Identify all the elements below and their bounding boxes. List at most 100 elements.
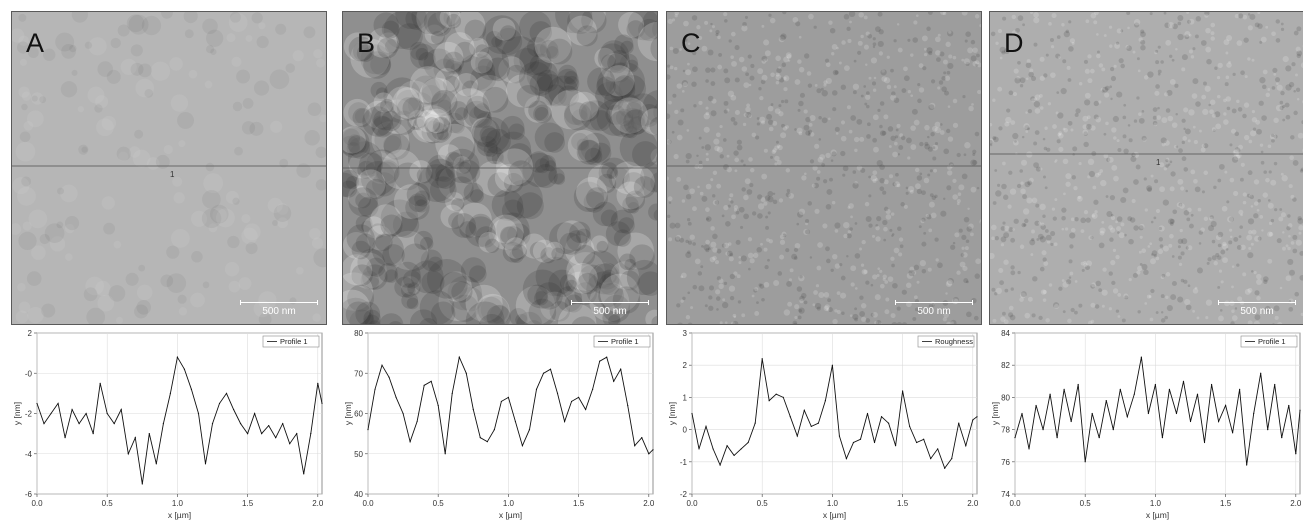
profile-data-point [85,412,87,415]
scale-bar-label: 500 nm [1240,306,1274,317]
profile-data-point [500,400,502,403]
profile-data-point [493,429,495,431]
profile-data-point [268,424,270,427]
profile-data-point [458,356,460,358]
profile-data-point [1091,412,1093,415]
profile-data-point [549,368,552,370]
profile-data-point [1056,437,1058,439]
x-axis-title: x [µm] [823,510,846,520]
profile-data-point [831,364,833,366]
profile-data-point [1042,429,1044,431]
profile-data-point [1210,383,1213,386]
profile-data-point [388,376,390,378]
profile-data-point [1246,464,1248,466]
panel-b: B 500 nm 80 70 60 50 40 0.0 0.5 1.0 1.5 2.0 x [µm] y … [342,0,658,529]
legend-box [262,335,320,348]
profile-data-point [36,402,38,405]
profile-data-point [1049,393,1051,395]
profile-data-point [592,388,594,390]
scale-bar-line [571,302,649,303]
panel-letter: B [357,28,376,58]
profile-data-point [423,384,425,386]
profile-data-point [845,457,848,460]
profile-data-point [246,433,249,435]
scale-bar-cap [1218,300,1219,305]
x-tick-label: 1.5 [897,499,909,508]
profile-data-point [606,356,608,358]
x-tick-label: 0.5 [102,499,114,508]
profile-data-point [451,392,453,394]
profile-data-point [275,437,277,439]
profile-data-point [1274,383,1276,386]
y-tick-label: 2 [28,329,33,338]
afm-surface-texture: 1 [12,12,326,324]
profile-data-point [57,402,59,405]
profile-data-point [176,356,178,358]
profile-data-point [1253,412,1255,415]
profile-data-point [873,441,876,444]
profile-data-point [1140,356,1142,358]
profile-data-point [838,435,841,437]
scale-bar: 500 nm [571,300,649,318]
afm-image: 1 D 500 nm [989,11,1303,325]
profile-data-point [1154,383,1156,386]
profile-data-point [599,360,601,362]
x-tick-label: 0.5 [1080,499,1092,508]
profile-data-point [570,400,573,403]
afm-image: 1 A 500 nm [11,11,327,325]
profile-data-point [1133,393,1135,395]
afm-surface-texture: 1 [990,12,1303,324]
profile-data-point [1098,437,1100,439]
profile-data-point [909,425,911,427]
profile-data-point [958,422,960,424]
profile-data-point [296,433,298,435]
profile-data-point [1105,400,1107,402]
y-tick-label: -2 [25,410,33,419]
profile-data-point [92,433,94,435]
y-tick-label: 80 [354,329,363,338]
panel-letter: D [1004,28,1024,58]
y-tick-label: -0 [25,369,33,378]
profile-data-point [486,441,488,443]
y-tick-label: 80 [1001,393,1010,402]
x-axis-title: x [µm] [499,510,522,520]
profile-data-point [162,422,164,425]
profile-data-point [155,463,157,465]
profile-data-point [1021,412,1023,415]
profile-data-point [923,438,925,440]
scale-bar-cap [317,300,318,305]
profile-data-point [514,420,517,423]
y-tick-label: -4 [25,450,33,459]
profile-data-point [556,392,559,394]
profile-data-point [148,433,150,435]
profile-data-point [1126,416,1128,418]
profile-data-point [563,420,566,423]
profile-data-point [78,422,80,425]
profile-data-point [402,412,404,415]
profile-data-point [1232,432,1234,434]
profile-data-point [43,422,45,425]
profile-plot: 2 -0 -2 -4 -6 0.0 0.5 1.0 1.5 2.0 x [µm] y [nm] Prof… [11,328,327,529]
profile-data-point [768,400,770,402]
y-axis-title: y [nm] [990,402,1000,425]
x-tick-label: 2.0 [967,499,979,508]
profile-data-point [1182,380,1185,382]
profile-marker-label: 1 [170,170,175,179]
x-tick-label: 1.0 [503,499,515,508]
profile-plot: 3 2 1 0 -1 -2 0.0 0.5 1.0 1.5 2.0 x [µm] y [nm] Rough… [666,328,982,529]
profile-data-point [1288,404,1290,407]
profile-data-point [887,422,890,424]
profile-data-point [542,372,545,374]
profile-chart: 84 82 80 78 76 740.0 0.5 1.0 1.5 2.0 x [µm] y [nm] P… [990,329,1302,520]
profile-chart: 3 2 1 0 -1 -20.0 0.5 1.0 1.5 2.0 x [µm] y [nm] Rough… [667,329,979,520]
profile-data-point [127,453,129,455]
profile-data-point [810,425,812,427]
y-tick-label: 60 [354,410,363,419]
profile-data-point [901,390,904,392]
x-tick-label: 0.5 [757,499,769,508]
profile-data-point [113,422,115,425]
profile-data-point [409,441,411,443]
profile-data-point [444,453,446,455]
profile-data-point [381,364,383,366]
profile-data-point [930,457,932,460]
